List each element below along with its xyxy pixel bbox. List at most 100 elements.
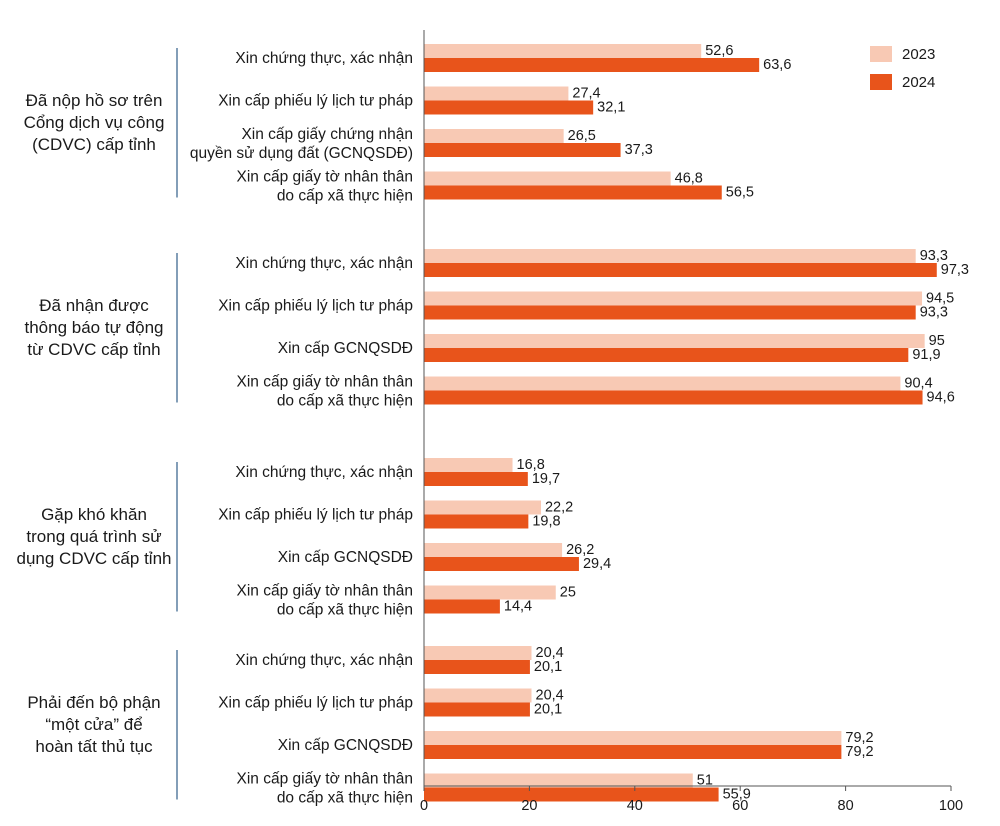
bar-2024 — [424, 390, 923, 405]
value-label-2024: 94,6 — [927, 390, 955, 406]
category-label: Xin cấp GCNQSDĐ — [278, 549, 413, 566]
bar-2024 — [424, 787, 719, 802]
bar-group-1: Đã nộp hồ sơ trên Cổng dịch vụ công (CDVC)… — [24, 43, 792, 205]
group-label-line: Đã nhận được — [39, 296, 149, 315]
category-label: Xin cấp GCNQSDĐ — [278, 340, 413, 357]
x-tick-label: 80 — [838, 798, 854, 814]
category-label-line: do cấp xã thực hiện — [277, 393, 413, 410]
value-label-2023: 26,5 — [568, 128, 596, 144]
category-label: Xin cấp phiếu lý lịch tư pháp — [218, 695, 413, 712]
x-tick-label: 0 — [420, 798, 428, 814]
value-label-2024: 19,7 — [532, 471, 560, 487]
x-tick-label: 20 — [521, 798, 537, 814]
value-label-2023: 79,2 — [845, 730, 873, 746]
bar-2023 — [424, 129, 564, 143]
legend-swatch-2024 — [870, 74, 892, 90]
bar-2024 — [424, 745, 842, 759]
bar-2024 — [424, 305, 916, 320]
value-label-2023: 26,2 — [566, 542, 594, 558]
bar-2023 — [424, 44, 702, 58]
value-label-2023: 22,2 — [545, 500, 573, 516]
bar-2023 — [424, 376, 901, 391]
category-label-line: Xin cấp giấy tờ nhân thân — [237, 169, 413, 186]
bar-2024 — [424, 702, 530, 717]
category-label: Xin cấp phiếu lý lịch tư pháp — [218, 93, 413, 110]
value-label-2024: 37,3 — [625, 142, 653, 158]
legend-label-2024: 2024 — [902, 74, 935, 91]
value-label-2024: 19,8 — [532, 514, 560, 530]
group-label-line: “một cửa” để — [45, 715, 142, 734]
legend-swatch-2023 — [870, 46, 892, 62]
category-label: Xin chứng thực, xác nhận — [235, 652, 413, 669]
bar-2024 — [424, 58, 760, 72]
bar-2023 — [424, 688, 532, 703]
value-label-2024: 93,3 — [920, 305, 948, 321]
bar-group-2: Đã nhận được thông báo tự động từ CDVC cấp… — [25, 248, 970, 410]
category-label-line: Xin cấp giấy tờ nhân thân — [237, 583, 413, 600]
bar-2024 — [424, 472, 528, 486]
bar-2024 — [424, 599, 500, 614]
category-label: Xin cấp phiếu lý lịch tư pháp — [218, 298, 413, 315]
bar-2024 — [424, 348, 909, 362]
bar-2023 — [424, 646, 532, 660]
category-label: Xin chứng thực, xác nhận — [235, 255, 413, 272]
x-tick-label: 60 — [732, 798, 748, 814]
value-label-2024: 20,1 — [534, 702, 562, 718]
bar-group-3: Gặp khó khăn trong quá trình sử dụng CDVC … — [17, 457, 612, 619]
bar-2023 — [424, 731, 842, 745]
value-label-2024: 14,4 — [504, 599, 532, 615]
bar-2024 — [424, 185, 722, 200]
bar-2024 — [424, 100, 594, 115]
group-label-line: dụng CDVC cấp tỉnh — [17, 549, 172, 568]
value-label-2024: 20,1 — [534, 659, 562, 675]
bar-2023 — [424, 585, 556, 600]
group-label-line: Phải đến bộ phận — [27, 693, 160, 712]
category-label-line: do cấp xã thực hiện — [277, 602, 413, 619]
value-label-2023: 16,8 — [517, 457, 545, 473]
value-label-2023: 20,4 — [536, 645, 564, 661]
value-label-2024: 56,5 — [726, 185, 754, 201]
category-label-line: do cấp xã thực hiện — [277, 188, 413, 205]
bar-2024 — [424, 557, 579, 571]
value-label-2023: 20,4 — [536, 688, 564, 704]
category-label-line: Xin cấp giấy tờ nhân thân — [237, 771, 413, 788]
x-tick-label: 100 — [939, 798, 963, 814]
bar-2024 — [424, 660, 530, 674]
category-label-line: Xin cấp giấy chứng nhận — [241, 126, 413, 143]
bar-2023 — [424, 500, 541, 515]
bar-2023 — [424, 249, 916, 263]
value-label-2023: 95 — [929, 333, 945, 349]
group-label-line: Cổng dịch vụ công — [24, 113, 165, 132]
bar-2023 — [424, 334, 925, 348]
legend-label-2023: 2023 — [902, 46, 935, 63]
value-label-2023: 90,4 — [904, 376, 932, 392]
bar-2023 — [424, 458, 513, 472]
group-label-line: Đã nộp hồ sơ trên — [26, 91, 163, 110]
group-label-line: từ CDVC cấp tỉnh — [27, 340, 160, 359]
bar-2024 — [424, 263, 937, 277]
group-label-line: Gặp khó khăn — [41, 505, 147, 524]
category-label: Xin chứng thực, xác nhận — [235, 464, 413, 481]
category-label-line: Xin cấp giấy tờ nhân thân — [237, 374, 413, 391]
value-label-2024: 97,3 — [941, 262, 969, 278]
group-label-line: trong quá trình sử — [26, 527, 161, 546]
value-label-2023: 94,5 — [926, 291, 954, 307]
value-label-2024: 79,2 — [845, 744, 873, 760]
bar-2023 — [424, 86, 569, 101]
x-tick-label: 40 — [627, 798, 643, 814]
category-label: Xin cấp phiếu lý lịch tư pháp — [218, 507, 413, 524]
chart-groups: Đã nộp hồ sơ trên Cổng dịch vụ công (CDVC)… — [17, 43, 969, 807]
value-label-2024: 91,9 — [912, 347, 940, 363]
value-label-2024: 55,9 — [723, 787, 751, 803]
value-label-2023: 25 — [560, 585, 576, 601]
bar-2023 — [424, 291, 923, 306]
value-label-2024: 32,1 — [597, 100, 625, 116]
bar-2023 — [424, 543, 563, 557]
value-label-2023: 93,3 — [920, 248, 948, 264]
value-label-2024: 29,4 — [583, 556, 611, 572]
category-label: Xin chứng thực, xác nhận — [235, 50, 413, 67]
value-label-2023: 52,6 — [705, 43, 733, 59]
group-label-line: (CDVC) cấp tỉnh — [32, 135, 156, 154]
legend: 2023 2024 — [870, 46, 935, 91]
